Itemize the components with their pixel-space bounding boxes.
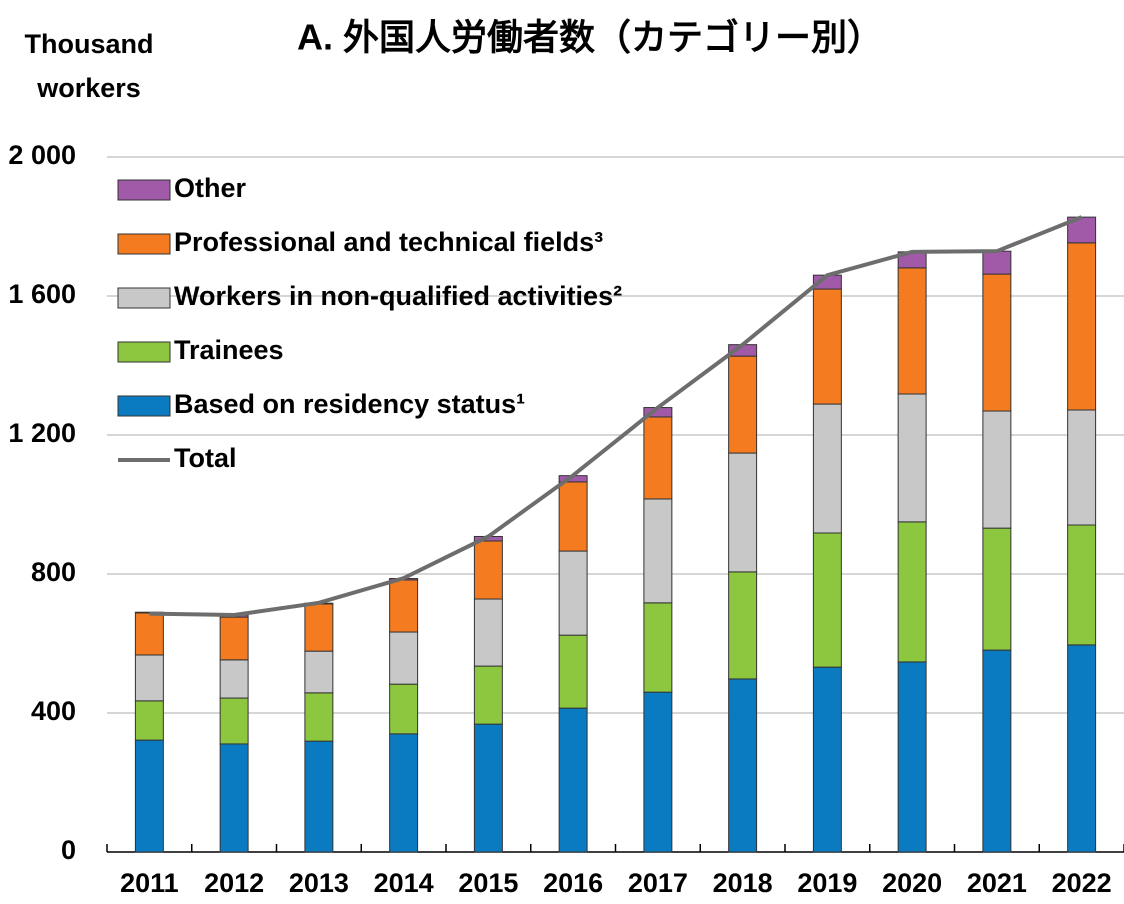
- bar-segment: [304, 650, 334, 694]
- bar-segment: [304, 603, 334, 652]
- bar-segment: [812, 666, 842, 853]
- x-tick-label: 2019: [797, 868, 857, 898]
- x-tick-label: 2022: [1052, 868, 1112, 898]
- x-tick-label: 2015: [458, 868, 518, 898]
- bar-segment: [389, 631, 419, 685]
- bar-segment: [982, 649, 1012, 853]
- bar-segment: [728, 355, 758, 454]
- bar-segment: [558, 634, 588, 709]
- bar-segment: [728, 678, 758, 853]
- chart-title: A. 外国人労働者数（カテゴリー別）: [297, 17, 883, 58]
- x-tick-label: 2021: [967, 868, 1027, 898]
- y-tick-label: 1 200: [8, 418, 76, 448]
- bar-segment: [812, 532, 842, 668]
- bar-segment: [473, 665, 503, 725]
- bar-segment: [897, 521, 927, 663]
- bar-segment: [1067, 524, 1097, 646]
- bar-segment: [389, 733, 419, 853]
- bar-segment: [643, 691, 673, 853]
- bar-segment: [389, 683, 419, 735]
- bar-segment: [473, 723, 503, 853]
- x-tick-label: 2016: [543, 868, 603, 898]
- bar-segment: [982, 410, 1012, 529]
- bar-segment: [812, 403, 842, 534]
- legend-swatch: [117, 179, 171, 201]
- x-tick-label: 2012: [204, 868, 264, 898]
- bar-segment: [134, 739, 164, 853]
- x-tick-label: 2018: [713, 868, 773, 898]
- legend-swatch: [117, 341, 171, 363]
- bar-segment: [473, 598, 503, 667]
- bar-segment: [1067, 409, 1097, 526]
- bar-segment: [134, 612, 164, 656]
- bar-segment: [982, 527, 1012, 651]
- bar-segment: [558, 550, 588, 636]
- y-tick-label: 400: [31, 696, 76, 726]
- bar-segment: [304, 692, 334, 742]
- bar-segment: [389, 579, 419, 633]
- bar-segment: [643, 602, 673, 693]
- legend-label: Total: [174, 443, 237, 473]
- bar-segment: [304, 740, 334, 853]
- y-tick-label: 800: [31, 557, 76, 587]
- bar-segment: [812, 288, 842, 405]
- bar-segment: [219, 659, 249, 699]
- bar-segment: [134, 700, 164, 741]
- bar-segment: [897, 393, 927, 523]
- bar-segment: [558, 481, 588, 552]
- legend-label: Professional and technical fields³: [174, 227, 603, 257]
- x-tick-label: 2014: [374, 868, 434, 898]
- bar-segment: [643, 416, 673, 500]
- bar-segment: [1067, 644, 1097, 853]
- legend-swatch: [117, 287, 171, 309]
- bar-segment: [982, 250, 1012, 275]
- y-tick-label: 2 000: [8, 140, 76, 170]
- legend-label: Other: [174, 173, 247, 203]
- bar-segment: [643, 498, 673, 604]
- bar-segment: [134, 654, 164, 702]
- legend-swatch: [117, 395, 171, 417]
- bar-segment: [982, 273, 1012, 412]
- bar-segment: [219, 743, 249, 853]
- y-tick-label: 0: [61, 835, 76, 865]
- total-line: [149, 215, 1083, 618]
- x-tick-label: 2013: [289, 868, 349, 898]
- bar-segment: [897, 267, 927, 395]
- legend-swatch: [117, 233, 171, 255]
- bar-segment: [897, 661, 927, 853]
- bar-segment: [728, 452, 758, 573]
- bar-segment: [219, 616, 249, 661]
- bar-segment: [558, 707, 588, 853]
- bar-segment: [473, 540, 503, 600]
- bar-segment: [219, 697, 249, 745]
- y-axis-label: Thousand workers: [24, 29, 154, 103]
- x-tick-label: 2011: [120, 868, 179, 898]
- legend-label: Workers in non-qualified activities²: [174, 281, 622, 311]
- legend-label: Based on residency status¹: [174, 389, 525, 419]
- x-tick-label: 2020: [882, 868, 942, 898]
- bar-segment: [1067, 242, 1097, 411]
- y-tick-label: 1 600: [8, 279, 76, 309]
- bar-segment: [728, 571, 758, 680]
- x-tick-label: 2017: [628, 868, 688, 898]
- legend-label: Trainees: [174, 335, 284, 365]
